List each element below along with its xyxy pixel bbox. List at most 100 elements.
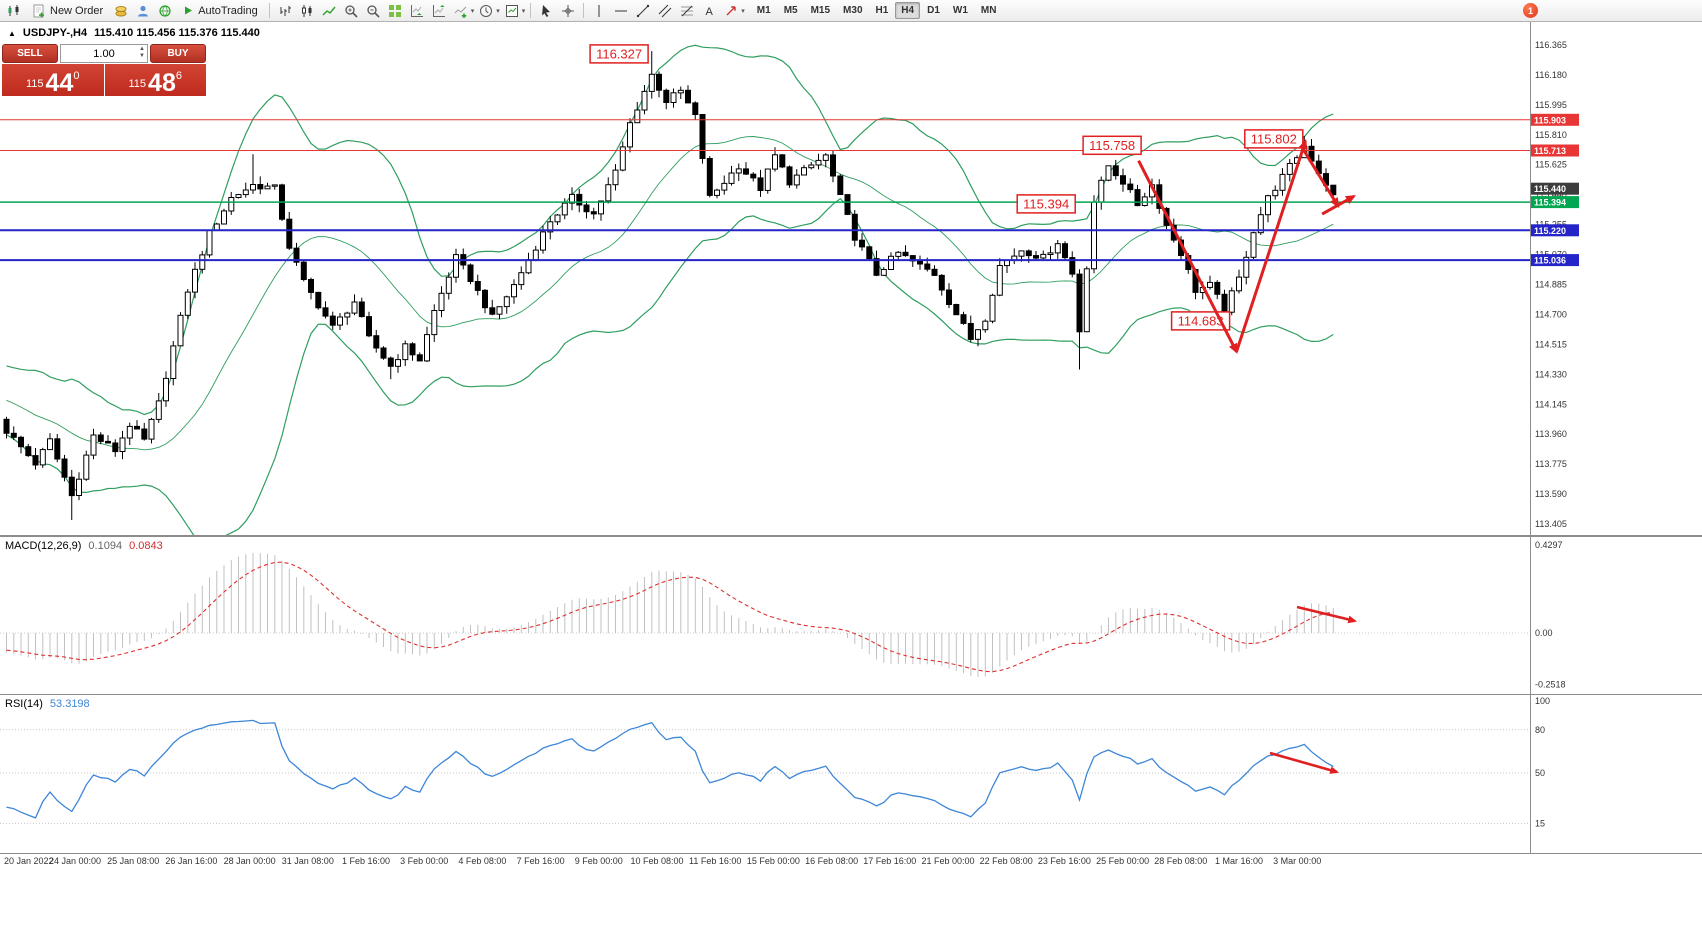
svg-text:113.775: 113.775 bbox=[1535, 459, 1567, 469]
accounts-icon[interactable] bbox=[133, 2, 153, 20]
sell-button[interactable]: SELL bbox=[2, 44, 58, 63]
bollinger-bands bbox=[6, 44, 1334, 536]
channel-tool-icon[interactable] bbox=[655, 2, 675, 20]
svg-text:0.4297: 0.4297 bbox=[1535, 540, 1563, 550]
periods-icon[interactable] bbox=[476, 2, 496, 20]
timeframe-M15[interactable]: M15 bbox=[810, 5, 831, 16]
trend-arrow[interactable] bbox=[1301, 148, 1340, 209]
chart-marker-icon: ▲ bbox=[8, 28, 16, 38]
new-order-button[interactable]: New Order bbox=[26, 2, 109, 20]
arrows-dropdown-caret[interactable]: ▾ bbox=[741, 7, 745, 15]
buy-price-display[interactable]: 115 48 6 bbox=[104, 64, 206, 96]
templates-dropdown-caret[interactable]: ▾ bbox=[521, 7, 526, 15]
crosshair-icon[interactable] bbox=[558, 2, 578, 20]
time-label: 21 Feb 00:00 bbox=[921, 856, 975, 866]
svg-text:116.327: 116.327 bbox=[596, 46, 642, 61]
templates-icon[interactable] bbox=[502, 2, 522, 20]
volume-value[interactable]: 1.00 bbox=[93, 47, 115, 60]
auto-scroll-icon[interactable] bbox=[407, 2, 427, 20]
fibonacci-tool-icon[interactable] bbox=[677, 2, 697, 20]
time-label: 31 Jan 08:00 bbox=[281, 856, 334, 866]
trend-arrow[interactable] bbox=[1137, 160, 1238, 354]
svg-text:116.365: 116.365 bbox=[1535, 40, 1567, 50]
toolbar-separator bbox=[583, 3, 585, 18]
indicators-icon[interactable] bbox=[451, 2, 471, 20]
zoom-out-icon[interactable] bbox=[363, 2, 383, 20]
trend-arrow[interactable] bbox=[1321, 194, 1356, 216]
rsi-line bbox=[6, 719, 1334, 819]
svg-text:114.145: 114.145 bbox=[1535, 399, 1567, 409]
cursor-icon[interactable] bbox=[536, 2, 556, 20]
svg-text:80: 80 bbox=[1535, 725, 1545, 735]
svg-text:115.903: 115.903 bbox=[1534, 115, 1566, 125]
main-toolbar: New Order AutoTrading ▾ ▾ ▾ bbox=[0, 0, 1702, 22]
vertical-line-tool-icon[interactable] bbox=[589, 2, 609, 20]
time-label: 28 Feb 08:00 bbox=[1154, 856, 1208, 866]
buy-button[interactable]: BUY bbox=[150, 44, 206, 63]
autotrading-button[interactable]: AutoTrading bbox=[177, 2, 264, 20]
macd-signal-value: 0.0843 bbox=[129, 540, 163, 552]
rsi-arrow[interactable] bbox=[1269, 751, 1340, 774]
rsi-panel[interactable]: 100 80 50 15 bbox=[0, 694, 1702, 854]
time-label: 17 Feb 16:00 bbox=[863, 856, 917, 866]
timeframe-W1[interactable]: W1 bbox=[952, 5, 968, 16]
periods-dropdown-caret[interactable]: ▾ bbox=[496, 7, 500, 15]
time-label: 1 Mar 16:00 bbox=[1214, 856, 1264, 866]
time-label: 28 Jan 00:00 bbox=[223, 856, 276, 866]
new-order-label: New Order bbox=[50, 4, 104, 17]
sell-price-pipette: 0 bbox=[73, 70, 80, 82]
time-axis[interactable]: 20 Jan 2022 24 Jan 00:00 25 Jan 08:00 26 Ja… bbox=[0, 854, 1702, 872]
zoom-in-icon[interactable] bbox=[341, 2, 361, 20]
web-icon[interactable] bbox=[155, 2, 175, 20]
svg-text:114.683: 114.683 bbox=[1178, 313, 1224, 328]
candlestick-chart-icon[interactable] bbox=[297, 2, 317, 20]
price-chart[interactable]: 116.365 116.180 115.995 115.810 115.625 115.4… bbox=[0, 22, 1702, 536]
buy-price-pipette: 6 bbox=[175, 70, 182, 82]
price-tag bbox=[1531, 182, 1579, 195]
time-label: 25 Jan 08:00 bbox=[107, 856, 160, 866]
trendline-tool-icon[interactable] bbox=[633, 2, 653, 20]
tile-windows-icon[interactable] bbox=[385, 2, 405, 20]
text-tool-icon[interactable]: A bbox=[699, 2, 719, 20]
macd-label: MACD(12,26,9) bbox=[5, 540, 82, 552]
svg-text:115.758: 115.758 bbox=[1089, 138, 1135, 153]
time-label: 26 Jan 16:00 bbox=[165, 856, 218, 866]
line-chart-icon[interactable] bbox=[319, 2, 339, 20]
timeframe-M30[interactable]: M30 bbox=[843, 5, 863, 16]
notification-badge[interactable]: 1 bbox=[1523, 3, 1538, 18]
time-label: 9 Feb 00:00 bbox=[574, 856, 623, 866]
time-label: 11 Feb 16:00 bbox=[689, 856, 742, 866]
price-axis[interactable]: 116.365 116.180 115.995 115.810 115.625 115.4… bbox=[1535, 40, 1567, 529]
time-label: 7 Feb 16:00 bbox=[516, 856, 565, 866]
svg-text:0.00: 0.00 bbox=[1535, 628, 1553, 638]
timeframe-H4[interactable]: H4 bbox=[895, 2, 921, 19]
sell-price-display[interactable]: 115 44 0 bbox=[2, 64, 104, 96]
svg-text:114.330: 114.330 bbox=[1535, 369, 1567, 379]
spinner-down-icon[interactable]: ▼ bbox=[139, 53, 145, 59]
spinner-up-icon[interactable]: ▲ bbox=[139, 46, 145, 52]
time-label: 24 Jan 00:00 bbox=[48, 856, 102, 866]
indicators-dropdown-caret[interactable]: ▾ bbox=[470, 7, 475, 15]
time-label: 1 Feb 16:00 bbox=[341, 856, 391, 866]
horizontal-line-tool-icon[interactable] bbox=[611, 2, 631, 20]
macd-panel[interactable]: 0.4297 0.00 -0.2518 bbox=[0, 536, 1702, 694]
chart-shift-icon[interactable] bbox=[429, 2, 449, 20]
trend-arrow[interactable] bbox=[1235, 139, 1308, 353]
timeframe-MN[interactable]: MN bbox=[980, 5, 997, 16]
svg-text:113.405: 113.405 bbox=[1535, 519, 1567, 529]
arrows-tool-icon[interactable] bbox=[721, 2, 741, 20]
timeframe-M1[interactable]: M1 bbox=[756, 5, 771, 16]
toolbar-separator bbox=[268, 3, 270, 18]
time-label: 16 Feb 08:00 bbox=[805, 856, 859, 866]
macd-main-value: 0.1094 bbox=[88, 540, 123, 552]
timeframe-D1[interactable]: D1 bbox=[927, 5, 940, 16]
bar-chart-icon[interactable] bbox=[275, 2, 295, 20]
volume-input[interactable]: 1.00 ▲ ▼ bbox=[60, 44, 148, 63]
market-watch-icon[interactable] bbox=[111, 2, 131, 20]
rsi-label: RSI(14) bbox=[5, 698, 43, 710]
symbol-name: USDJPY-,H4 bbox=[22, 27, 88, 39]
timeframe-M5[interactable]: M5 bbox=[783, 5, 798, 16]
macd-arrow[interactable] bbox=[1296, 605, 1358, 624]
timeframe-H1[interactable]: H1 bbox=[875, 5, 889, 16]
volume-spinner[interactable]: ▲ ▼ bbox=[139, 46, 145, 60]
